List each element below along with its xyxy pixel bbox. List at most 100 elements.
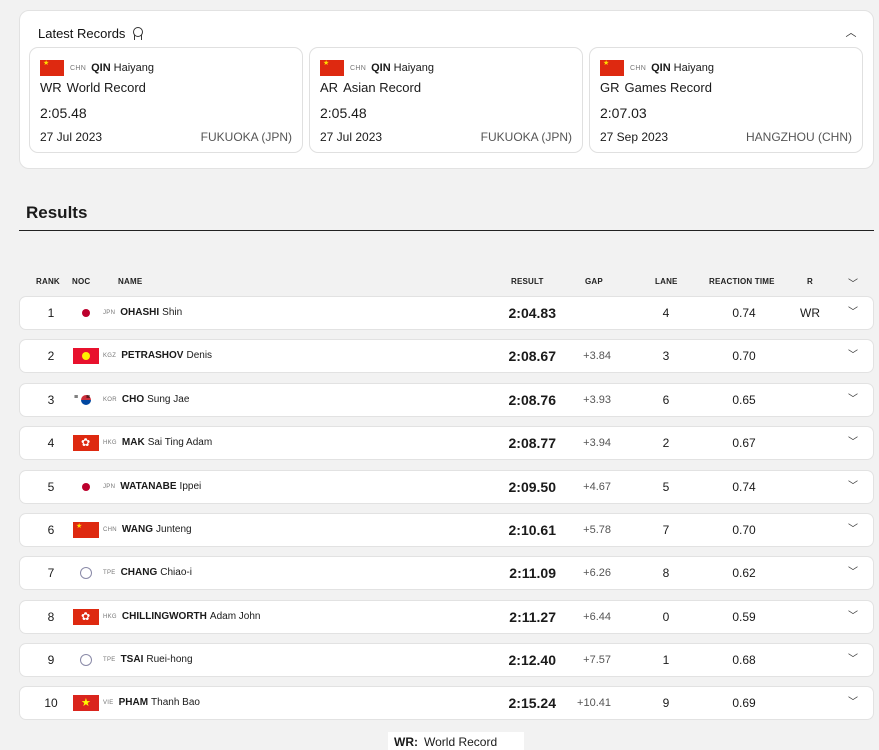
result: 2:12.40 — [508, 652, 556, 668]
reaction-time: 0.70 — [732, 523, 756, 537]
result: 2:04.83 — [508, 305, 556, 321]
lane: 0 — [662, 610, 670, 624]
athlete-name[interactable]: CHN WANG Junteng — [103, 514, 192, 546]
athlete-name[interactable]: TPE CHANG Chiao-i — [103, 557, 192, 589]
table-row[interactable]: 9 TPE TSAI Ruei-hong 2:12.40 +7.57 1 0.68 ﹀ — [19, 643, 874, 677]
chevron-down-icon[interactable]: ﹀ — [848, 437, 858, 448]
record-badge — [796, 427, 824, 459]
table-row[interactable]: 7 TPE CHANG Chiao-i 2:11.09 +6.26 8 0.62 ﹀ — [19, 556, 874, 590]
athlete-first-name: Haiyang — [393, 62, 434, 74]
table-row[interactable]: 5 JPN WATANABE Ippei 2:09.50 +4.67 5 0.74 ﹀ — [19, 470, 874, 504]
athlete-name[interactable]: KOR CHO Sung Jae — [103, 384, 189, 416]
lane: 8 — [662, 566, 670, 580]
athlete-last-name: MAK — [121, 437, 145, 448]
athlete-last-name: TSAI — [120, 654, 144, 665]
rank: 10 — [44, 696, 58, 710]
latest-records-header[interactable]: Latest Records — [38, 26, 144, 41]
lane: 5 — [662, 480, 670, 494]
reaction-time: 0.62 — [732, 566, 756, 580]
result: 2:10.61 — [508, 522, 556, 538]
rank: 1 — [47, 306, 55, 320]
chevron-up-icon[interactable]: ︿ — [845, 27, 857, 39]
noc-code: CHN — [350, 64, 367, 72]
lane: 2 — [662, 436, 670, 450]
athlete-last-name: QIN — [91, 62, 111, 74]
flag-icon — [73, 565, 99, 581]
noc-code: HKG — [103, 440, 117, 446]
lane: 3 — [662, 349, 670, 363]
record-date: 27 Jul 2023 — [320, 130, 383, 144]
record-label: World Record — [66, 80, 146, 95]
athlete-name[interactable]: VIE PHAM Thanh Bao — [103, 687, 200, 719]
gap: +3.84 — [583, 350, 611, 362]
table-row[interactable]: 1 JPN OHASHI Shin 2:04.83 4 0.74 WR ﹀ — [19, 296, 874, 330]
flag-icon — [600, 59, 624, 76]
athlete-name[interactable]: HKG CHILLINGWORTH Adam John — [103, 601, 261, 633]
lane: 6 — [662, 393, 670, 407]
header-name: NAME — [118, 277, 143, 286]
noc-code: TPE — [103, 657, 116, 663]
chevron-down-icon[interactable]: ﹀ — [848, 524, 858, 535]
athlete-first-name: Sung Jae — [147, 394, 190, 405]
record-type: GR Games Record — [600, 80, 712, 95]
athlete-last-name: CHANG — [120, 567, 158, 578]
record-badge — [796, 514, 824, 546]
legend-key: WR: — [394, 735, 418, 749]
athlete-name[interactable]: JPN OHASHI Shin — [103, 297, 182, 329]
table-row[interactable]: 2 KGZ PETRASHOV Denis 2:08.67 +3.84 3 0.70 ﹀ — [19, 339, 874, 373]
chevron-down-icon[interactable]: ﹀ — [848, 394, 858, 405]
rank: 6 — [47, 523, 55, 537]
result: 2:09.50 — [508, 479, 556, 495]
result: 2:11.27 — [509, 609, 556, 625]
chevron-down-icon[interactable]: ﹀ — [848, 697, 858, 708]
latest-records-panel: Latest Records ︿ CHN QIN Haiyang WR World… — [19, 10, 874, 169]
record-place: FUKUOKA (JPN) — [480, 130, 572, 144]
chevron-down-icon[interactable]: ﹀ — [848, 567, 858, 578]
header-reaction-time: REACTION TIME — [709, 277, 775, 286]
flag-icon — [73, 479, 99, 495]
athlete-first-name: Chiao-i — [160, 567, 192, 578]
record-badge — [796, 471, 824, 503]
header-noc: NOC — [72, 277, 91, 286]
chevron-down-icon[interactable]: ﹀ — [848, 611, 858, 622]
athlete-name[interactable]: HKG MAK Sai Ting Adam — [103, 427, 212, 459]
athlete-name[interactable]: TPE TSAI Ruei-hong — [103, 644, 193, 676]
lane: 7 — [662, 523, 670, 537]
gap: +3.93 — [583, 394, 611, 406]
chevron-down-icon[interactable]: ﹀ — [848, 279, 858, 290]
athlete-last-name: WATANABE — [120, 481, 177, 492]
athlete-last-name: QIN — [651, 62, 671, 74]
noc-code: CHN — [70, 64, 87, 72]
noc-code: CHN — [103, 527, 117, 533]
chevron-down-icon[interactable]: ﹀ — [848, 350, 858, 361]
header-result: RESULT — [511, 277, 544, 286]
athlete-last-name: OHASHI — [120, 307, 160, 318]
record-code: AR — [320, 80, 339, 95]
reaction-time: 0.70 — [732, 349, 756, 363]
flag-icon — [73, 435, 99, 451]
result: 2:11.09 — [509, 565, 556, 581]
reaction-time: 0.69 — [732, 696, 756, 710]
record-badge — [796, 557, 824, 589]
result: 2:08.76 — [508, 392, 556, 408]
reaction-time: 0.65 — [732, 393, 756, 407]
athlete-name[interactable]: KGZ PETRASHOV Denis — [103, 340, 212, 372]
chevron-down-icon[interactable]: ﹀ — [848, 307, 858, 318]
flag-icon — [320, 59, 344, 76]
rank: 7 — [47, 566, 55, 580]
flag-icon — [73, 305, 99, 321]
athlete-last-name: WANG — [121, 524, 154, 535]
chevron-down-icon[interactable]: ﹀ — [848, 654, 858, 665]
flag-cell — [73, 522, 99, 538]
chevron-down-icon[interactable]: ﹀ — [848, 481, 858, 492]
gap: +7.57 — [583, 654, 611, 666]
flag-cell — [73, 652, 99, 668]
flag-cell — [73, 609, 99, 625]
athlete-name[interactable]: JPN WATANABE Ippei — [103, 471, 201, 503]
athlete-first-name: Haiyang — [673, 62, 714, 74]
